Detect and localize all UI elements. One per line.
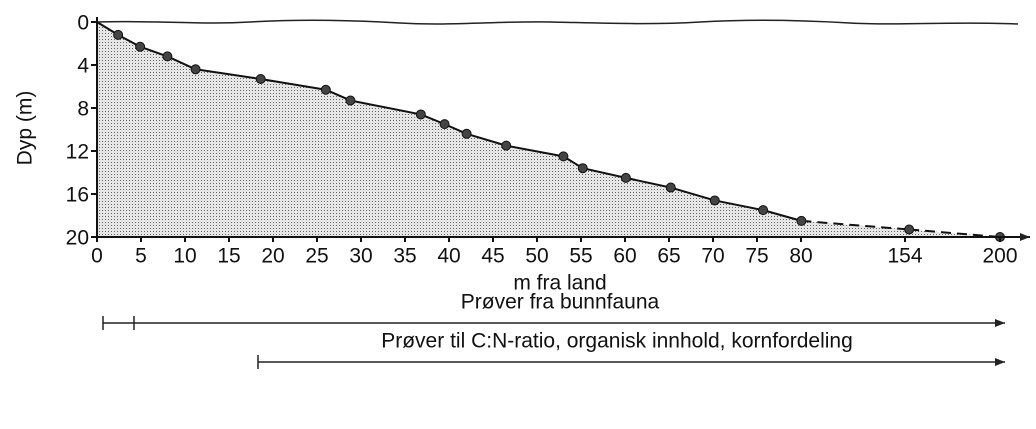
profile-segment [801, 219, 910, 231]
sample-point [620, 172, 631, 183]
x-tick-label: 75 [745, 245, 768, 268]
x-tick-label: 200 [982, 245, 1017, 268]
profile-segment [670, 186, 716, 202]
x-tick-label: 65 [657, 245, 680, 268]
x-tick-label: 154 [887, 245, 922, 268]
sample-point [135, 41, 146, 52]
x-tick-label: 55 [569, 245, 592, 268]
sample-point [558, 151, 569, 162]
profile-segment [350, 99, 422, 116]
y-tick-label: 0 [77, 12, 89, 35]
x-tick-label: 30 [349, 245, 372, 268]
sample-point [113, 29, 124, 40]
sample-point [320, 84, 331, 95]
sample-point [461, 128, 472, 139]
annotation: Prøver fra bunnfauna [461, 291, 660, 314]
x-tick-label: 60 [613, 245, 636, 268]
profile-segment [166, 55, 196, 71]
profile-segment [582, 167, 627, 179]
profile-segment [714, 199, 764, 212]
profile-segment [762, 209, 802, 222]
sample-point [255, 73, 266, 84]
annotation: Prøver til C:N-ratio, organisk innhold, … [381, 330, 853, 353]
x-axis-label: m fra land [513, 272, 606, 295]
profile-segment [506, 144, 564, 158]
y-axis-label: Dyp (m) [14, 91, 37, 166]
sample-point [439, 119, 450, 130]
profile-segment [195, 68, 261, 80]
sample-point [665, 182, 676, 193]
profile-segment [260, 77, 326, 91]
y-tick-label: 12 [66, 141, 89, 164]
profile-segment [466, 132, 507, 147]
y-tick-label: 8 [77, 98, 89, 121]
bottom-area [97, 22, 1000, 237]
y-tick-label: 4 [77, 55, 89, 78]
sample-point [577, 163, 588, 174]
x-tick-label: 70 [701, 245, 724, 268]
sample-point [415, 109, 426, 120]
y-tick-label: 16 [66, 184, 89, 207]
sample-point [345, 95, 356, 106]
x-tick-label: 5 [135, 245, 147, 268]
x-tick-label: 15 [217, 245, 240, 268]
x-tick-label: 25 [305, 245, 328, 268]
sample-point [190, 64, 201, 75]
x-tick-label: 0 [91, 245, 103, 268]
sample-point [501, 140, 512, 151]
x-tick-label: 80 [789, 245, 812, 268]
x-tick-label: 20 [261, 245, 284, 268]
sample-point [162, 51, 173, 62]
profile-segment [625, 176, 671, 189]
x-tick-label: 40 [437, 245, 460, 268]
sample-point [758, 205, 769, 216]
plot-area [96, 21, 1005, 242]
sample-point [796, 215, 807, 226]
x-tick-label: 50 [525, 245, 548, 268]
x-tick-label: 45 [481, 245, 504, 268]
sample-point [904, 224, 915, 235]
sample-point [709, 195, 720, 206]
x-tick-label: 35 [393, 245, 416, 268]
x-tick-label: 10 [173, 245, 196, 268]
water-surface [96, 19, 1019, 25]
y-tick-label: 20 [66, 227, 89, 250]
